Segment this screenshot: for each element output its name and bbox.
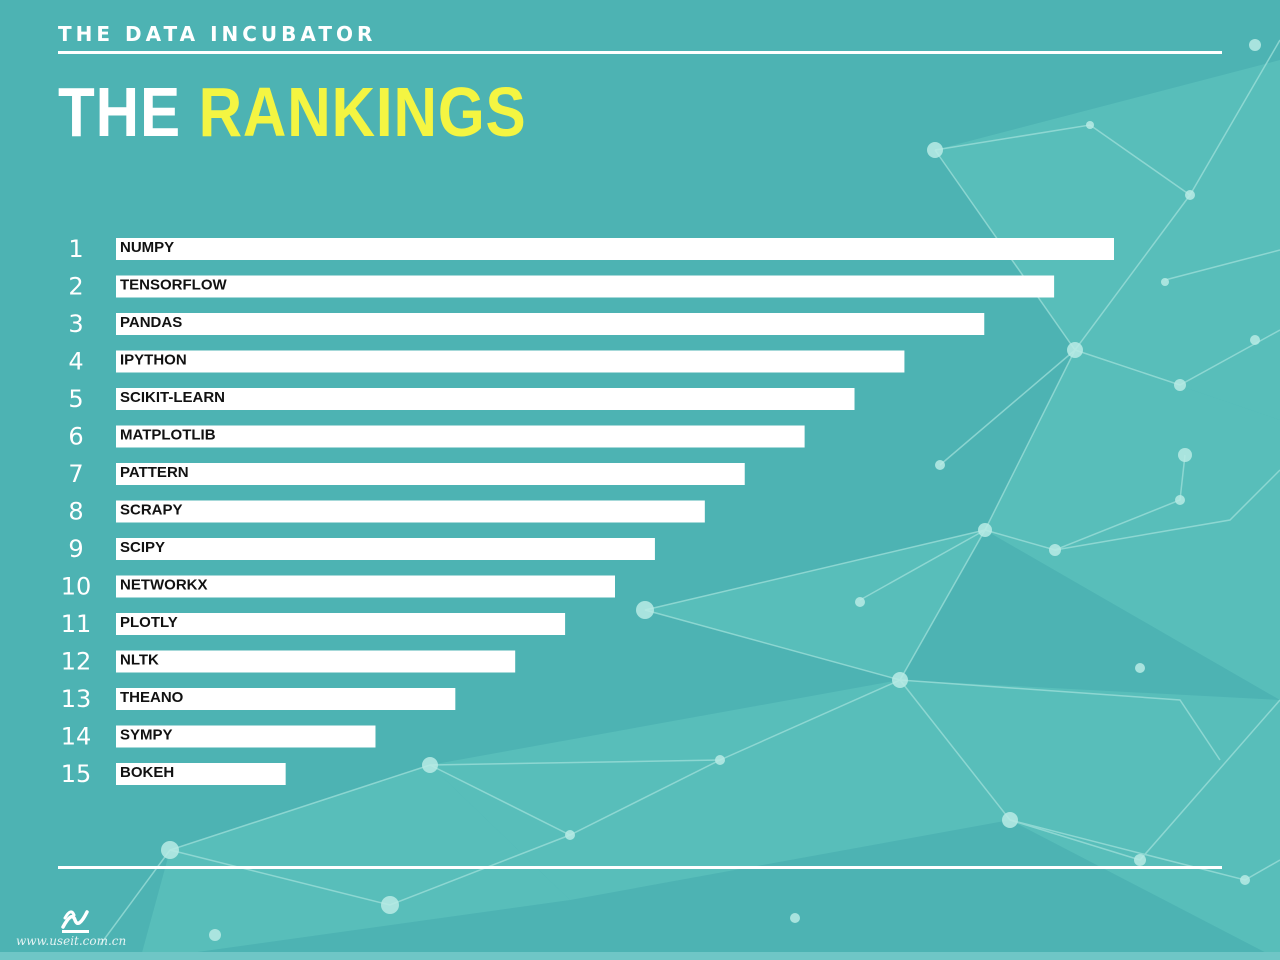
bar-sympy	[116, 725, 376, 748]
rank-label: 9	[68, 535, 83, 563]
page-title: THE RANKINGS	[58, 72, 527, 152]
bar-bokeh	[116, 763, 286, 785]
rank-label: 15	[61, 760, 92, 788]
rank-label: 12	[61, 648, 92, 676]
rank-label: 11	[61, 610, 92, 638]
bar-ipython	[116, 350, 905, 373]
bar-label: TENSORFLOW	[120, 277, 227, 294]
bar-label: NETWORKX	[120, 577, 208, 594]
incubator-logo-icon	[61, 910, 89, 933]
bar-label: SCIPY	[120, 539, 165, 556]
bar-label: SCRAPY	[120, 502, 183, 519]
top-divider	[58, 51, 1222, 54]
bar-scipy	[116, 538, 655, 560]
rank-label: 1	[68, 235, 83, 263]
rank-label: 13	[61, 685, 92, 713]
rank-label: 10	[61, 573, 92, 601]
bar-tensorflow	[116, 275, 1055, 298]
title-word-white: THE	[58, 73, 181, 151]
bottom-divider	[58, 866, 1222, 869]
bar-label: SCIKIT-LEARN	[120, 389, 225, 406]
rank-label: 2	[68, 273, 83, 301]
bar-scrapy	[116, 500, 705, 523]
bar-label: MATPLOTLIB	[120, 427, 216, 444]
brand-name: THE DATA INCUBATOR	[58, 22, 377, 46]
bar-label: IPYTHON	[120, 352, 187, 369]
watermark: www.useit.com.cn	[16, 934, 127, 948]
rank-label: 4	[68, 348, 83, 376]
bar-pandas	[116, 313, 985, 335]
bar-matplotlib	[116, 425, 805, 448]
bar-label: NUMPY	[120, 239, 174, 256]
rank-label: 3	[68, 310, 83, 338]
bar-nltk	[116, 650, 516, 673]
bar-pattern	[116, 463, 745, 485]
bar-label: NLTK	[120, 652, 159, 669]
bar-label: THEANO	[120, 689, 184, 706]
rank-label: 14	[61, 723, 92, 751]
bar-numpy	[116, 238, 1114, 260]
rank-label: 6	[68, 423, 83, 451]
bar-label: PANDAS	[120, 314, 182, 331]
bar-label: BOKEH	[120, 764, 174, 781]
title-word-yellow: RANKINGS	[198, 73, 527, 151]
rank-label: 7	[68, 460, 83, 488]
bar-label: SYMPY	[120, 727, 173, 744]
bar-scikit-learn	[116, 388, 855, 410]
bar-label: PATTERN	[120, 464, 189, 481]
bar-label: PLOTLY	[120, 614, 178, 631]
bar-networkx	[116, 575, 615, 598]
bar-plotly	[116, 613, 566, 635]
rank-label: 5	[68, 385, 83, 413]
rank-label: 8	[68, 498, 83, 526]
bar-theano	[116, 688, 456, 710]
bottom-strip	[0, 952, 1280, 960]
